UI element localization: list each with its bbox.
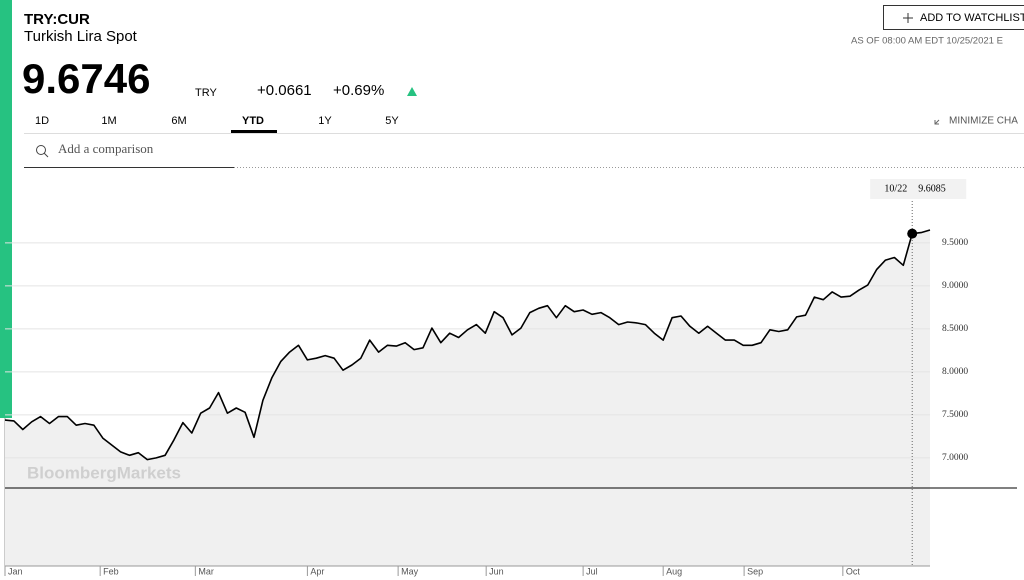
search-input[interactable]: Add a comparison: [58, 141, 154, 156]
up-arrow: [407, 87, 417, 96]
symbol: TRY:CUR: [24, 11, 90, 28]
accent-bar: [0, 0, 12, 418]
hover-value: 9.6085: [918, 183, 946, 194]
watermark: BloombergMarkets: [27, 463, 181, 482]
area-fill: [5, 230, 930, 566]
tab[interactable]: 5Y: [385, 115, 399, 127]
x-tick-label: May: [401, 566, 419, 576]
search-icon-handle: [43, 152, 49, 158]
hover-box: [870, 179, 967, 199]
change: +0.0661: [257, 82, 312, 99]
currency: TRY: [195, 87, 217, 99]
tab[interactable]: YTD: [242, 115, 264, 127]
price: 9.6746: [22, 55, 150, 102]
tab-underline: [231, 130, 277, 133]
tab[interactable]: 1D: [35, 115, 49, 127]
x-tick-label: Jan: [8, 566, 23, 576]
x-tick-label: Aug: [666, 566, 682, 576]
search-icon: [36, 145, 46, 155]
hover-point: [907, 228, 918, 239]
y-tick-label: 8.5000: [942, 324, 968, 334]
change-pct: +0.69%: [333, 82, 384, 99]
tab[interactable]: 6M: [171, 115, 186, 127]
minimize[interactable]: MINIMIZE CHA: [949, 116, 1018, 127]
x-tick-label: Feb: [103, 566, 119, 576]
price-chart: 7.0000 7.5000 8.0000 8.5000 9.0000 9.5000 Bloo…: [4, 179, 1017, 576]
x-tick-label: Sep: [747, 566, 763, 576]
x-tick-label: Jun: [489, 566, 504, 576]
y-tick-label: 8.0000: [942, 367, 968, 377]
watchlist-button[interactable]: ADD TO WATCHLIST: [883, 5, 1024, 30]
plus-icon: [903, 13, 913, 23]
x-tick-label: Mar: [198, 566, 214, 576]
y-tick-label: 7.0000: [942, 453, 968, 463]
y-tick-label: 7.5000: [942, 410, 968, 420]
x-tick-label: Oct: [846, 566, 861, 576]
watchlist-label[interactable]: ADD TO WATCHLIST: [920, 12, 1024, 24]
y-tick-label: 9.5000: [942, 238, 968, 248]
hover-date: 10/22: [884, 183, 907, 194]
tab[interactable]: 1M: [101, 115, 116, 127]
x-tick-label: Jul: [586, 566, 598, 576]
instrument-name: Turkish Lira Spot: [24, 28, 138, 45]
tab[interactable]: 1Y: [318, 115, 332, 127]
minimize-icon[interactable]: [934, 119, 940, 125]
y-tick-label: 9.0000: [942, 281, 968, 291]
x-tick-label: Apr: [310, 566, 324, 576]
price-line: [4, 229, 931, 461]
as-of: AS OF 08:00 AM EDT 10/25/2021 E: [851, 36, 1003, 47]
